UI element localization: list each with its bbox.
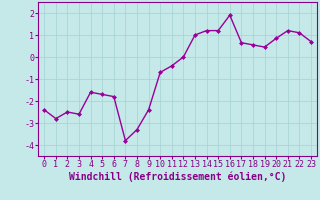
X-axis label: Windchill (Refroidissement éolien,°C): Windchill (Refroidissement éolien,°C) bbox=[69, 172, 286, 182]
